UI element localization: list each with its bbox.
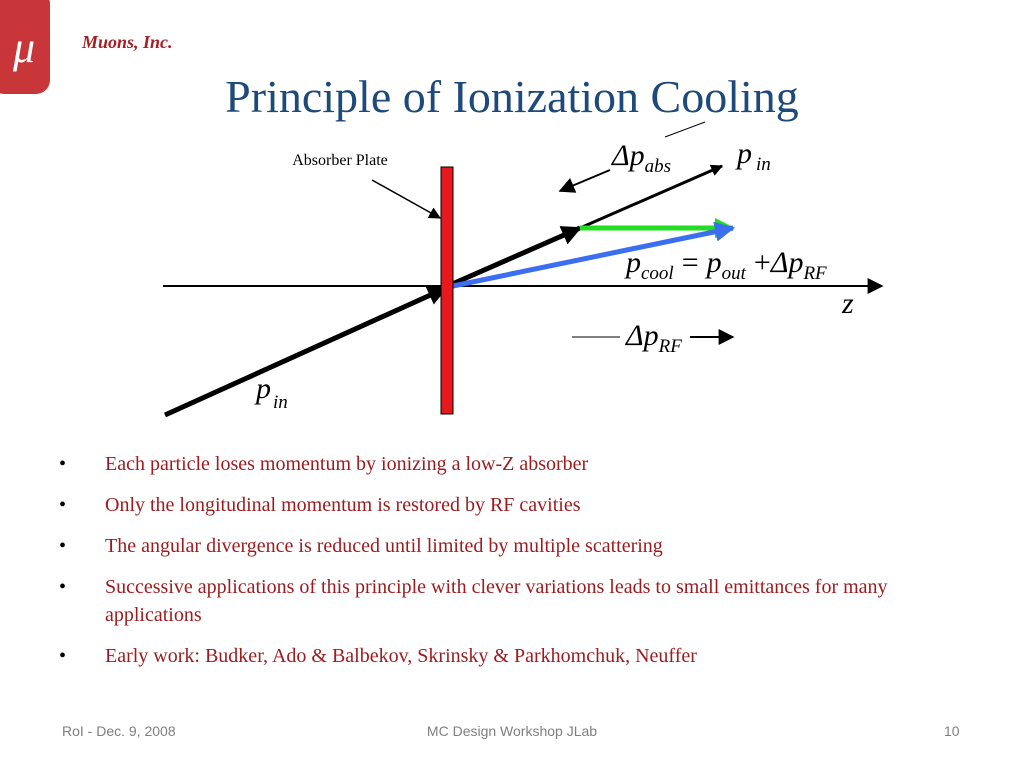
absorber-label: Absorber Plate (292, 152, 388, 169)
p-out-arrow (448, 225, 582, 288)
bullet: Early work: Budker, Ado & Balbekov, Skri… (55, 642, 915, 670)
dp-abs-label: Δpabs (611, 139, 671, 177)
z-label: z (841, 287, 854, 320)
p-in-top-label: p in (735, 137, 771, 175)
base: p (735, 137, 752, 170)
overline (664, 121, 706, 138)
base: p (624, 246, 641, 279)
footer-center: MC Design Workshop JLab (426, 723, 598, 739)
dp-abs-arrow (558, 169, 611, 193)
logo-box (0, 0, 50, 94)
eq: = (682, 246, 699, 279)
plus: + (754, 246, 771, 279)
sub: RF (658, 336, 683, 357)
sub: in (756, 154, 771, 175)
base: Δp (625, 319, 659, 352)
sub: cool (641, 263, 674, 284)
base: p (705, 246, 722, 279)
base: p (254, 372, 271, 405)
dp-rf-label: ΔpRF (625, 319, 682, 357)
sub: RF (802, 263, 827, 284)
company: Muons, Inc. (81, 32, 173, 52)
bullet-list: Each particle loses momentum by ionizing… (55, 450, 915, 683)
base: Δp (611, 139, 645, 172)
sub: abs (645, 156, 671, 177)
p-in-continuation (579, 164, 724, 230)
logo: μ (12, 23, 35, 72)
bullet: Only the longitudinal momentum is restor… (55, 491, 915, 519)
sub: in (273, 392, 288, 413)
footer-left: RoI - Dec. 9, 2008 (62, 723, 176, 739)
title: Principle of Ionization Cooling (225, 71, 799, 122)
equation: pcool = pout +ΔpRF (624, 246, 827, 284)
bullet: Successive applications of this principl… (55, 573, 915, 629)
absorber-pointer (371, 179, 442, 219)
sub: out (722, 263, 747, 284)
p-in-bottom-label: p in (254, 372, 288, 413)
absorber-plate (440, 166, 454, 415)
base: Δp (770, 246, 804, 279)
bullet: Each particle loses momentum by ionizing… (55, 450, 915, 478)
p-in-arrow (163, 285, 448, 418)
bullet: The angular divergence is reduced until … (55, 532, 915, 560)
footer-right: 10 (944, 723, 960, 739)
p-cool-arrow (452, 221, 735, 289)
